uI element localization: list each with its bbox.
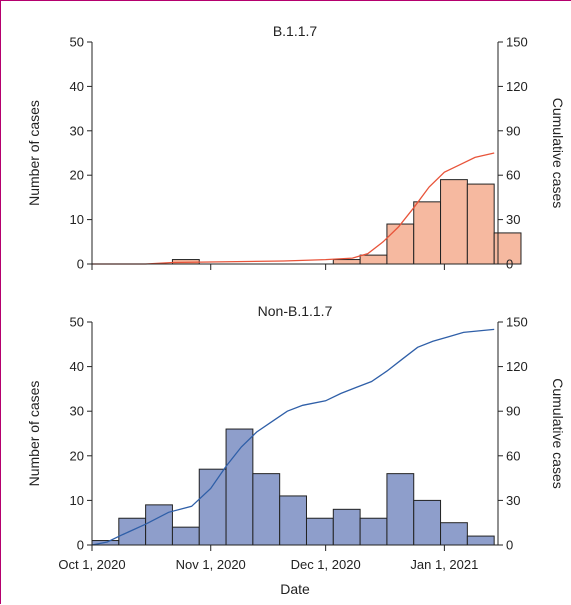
- b117-bar: [386, 223, 415, 265]
- non-b117-bar: [145, 504, 173, 546]
- b117-right-tick-label: 90: [506, 123, 520, 138]
- b117-bar: [359, 254, 388, 265]
- b117-right-tick-label: 120: [506, 79, 528, 94]
- non-b117-left-tick-label: 30: [70, 404, 84, 419]
- b117-left-tick-label: 50: [70, 35, 84, 50]
- xlabel: Date: [280, 581, 310, 597]
- non-b117-right-tick-label: 0: [506, 538, 513, 553]
- non-b117-bar: [386, 473, 415, 546]
- b117-right-tick-label: 30: [506, 212, 520, 227]
- non-b117-bar: [279, 495, 307, 546]
- b117-right-tick-label: 150: [506, 35, 528, 50]
- non-b117-bar: [118, 517, 147, 546]
- non-b117-left-tick-label: 0: [77, 538, 84, 553]
- x-tick-label: Oct 1, 2020: [58, 557, 125, 572]
- non-b117-bar: [466, 535, 495, 546]
- b117-left-tick-label: 0: [77, 257, 84, 272]
- non-b117-right-tick-label: 90: [506, 404, 520, 419]
- non-b117-cumulative-line: [91, 328, 495, 546]
- b117-left-tick-label: 40: [70, 79, 84, 94]
- non-b117-bar: [198, 468, 227, 546]
- b117-right-tick-label: 60: [506, 168, 520, 183]
- non-b117-left-tick-label: 40: [70, 359, 84, 374]
- non-b117-bar: [252, 473, 281, 546]
- non-b117-ylabel: Number of cases: [26, 381, 42, 487]
- b117-y2label: Cumulative cases: [550, 98, 566, 209]
- non-b117-bar: [305, 517, 334, 546]
- non-b117-bar: [359, 517, 388, 546]
- non-b117-bar: [413, 499, 442, 546]
- b117-left-tick-label: 20: [70, 168, 84, 183]
- b117-left-tick-label: 30: [70, 123, 84, 138]
- non-b117-bar: [440, 522, 468, 546]
- b117-left-tick-label: 10: [70, 212, 84, 227]
- non-b117-bar: [225, 428, 254, 546]
- non-b117-left-tick-label: 20: [70, 448, 84, 463]
- non-b117-right-tick-label: 120: [506, 359, 528, 374]
- x-tick-label: Nov 1, 2020: [176, 557, 246, 572]
- b117-bar: [493, 232, 522, 265]
- b117-bar: [413, 201, 442, 265]
- non-b117-y2label: Cumulative cases: [550, 378, 566, 489]
- b117-ylabel: Number of cases: [26, 100, 42, 206]
- non-b117-panel-title: Non-B.1.1.7: [258, 303, 333, 319]
- non-b117-left-tick-label: 10: [70, 493, 84, 508]
- non-b117-left-tick-label: 50: [70, 315, 84, 330]
- non-b117-bar: [332, 508, 361, 546]
- b117-bar: [332, 259, 361, 265]
- b117-cumulative-line: [92, 152, 495, 265]
- b117-panel-title: B.1.1.7: [273, 23, 318, 39]
- non-b117-right-tick-label: 150: [506, 315, 528, 330]
- non-b117-bar: [171, 526, 200, 546]
- non-b117-right-tick-label: 60: [506, 448, 520, 463]
- b117-right-tick-label: 0: [506, 257, 513, 272]
- x-tick-label: Dec 1, 2020: [291, 557, 361, 572]
- b117-bar: [440, 179, 468, 265]
- x-tick-label: Jan 1, 2021: [410, 557, 478, 572]
- non-b117-right-tick-label: 30: [506, 493, 520, 508]
- b117-bar: [466, 183, 495, 265]
